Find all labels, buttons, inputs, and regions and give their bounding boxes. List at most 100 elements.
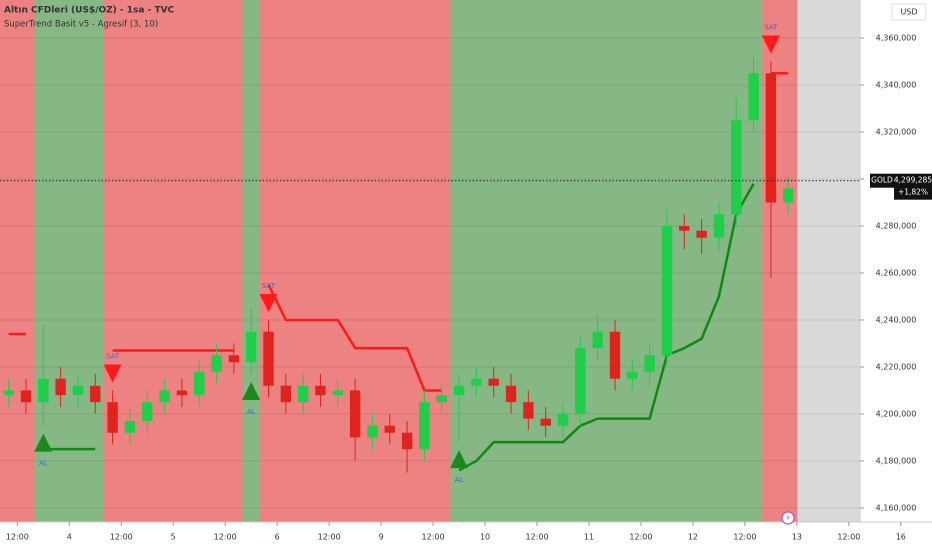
trend-zone bbox=[640, 0, 659, 522]
trend-zone bbox=[329, 0, 347, 522]
candle-body bbox=[263, 331, 274, 386]
trend-zone bbox=[173, 0, 192, 522]
sell-label: SAT bbox=[262, 282, 276, 290]
event-icon[interactable] bbox=[781, 511, 795, 525]
trend-zone bbox=[727, 0, 746, 522]
trend-zone bbox=[207, 0, 226, 522]
x-tick-label: 12:00 bbox=[422, 533, 445, 542]
buy-label: AL bbox=[39, 460, 48, 468]
supertrend-line bbox=[43, 183, 755, 472]
candle-body bbox=[228, 355, 240, 363]
x-tick-label: 4 bbox=[67, 533, 72, 542]
candle-body bbox=[159, 390, 170, 403]
buy-signal bbox=[242, 381, 261, 400]
x-tick-label: 9 bbox=[379, 533, 384, 542]
buy-signal bbox=[34, 433, 53, 452]
trend-zone bbox=[398, 0, 417, 522]
candle-body bbox=[245, 331, 257, 363]
trend-zone bbox=[190, 0, 209, 522]
y-tick-label: 4,260,000 bbox=[876, 268, 917, 277]
candle-body bbox=[644, 355, 655, 372]
y-tick-label: 4,340,000 bbox=[876, 81, 917, 90]
candle-body bbox=[471, 378, 482, 386]
trend-zone bbox=[155, 0, 174, 522]
candle-body bbox=[107, 402, 118, 433]
candle-body bbox=[142, 402, 153, 421]
x-tick-label: 12:00 bbox=[6, 533, 29, 542]
candle-body bbox=[349, 390, 361, 438]
candle-body bbox=[90, 385, 101, 403]
trend-zone bbox=[381, 0, 399, 522]
candle-body bbox=[765, 73, 777, 203]
symbol-label: GOLD bbox=[871, 176, 893, 185]
chart-title: Altın CFDleri (US$/OZ) - 1sa - TVC bbox=[4, 6, 175, 16]
chart-subtitle: SuperTrend Basit v5 - Agresif (3, 10) bbox=[4, 20, 158, 30]
supertrend-line bbox=[8, 72, 789, 392]
candle-body bbox=[696, 230, 707, 238]
event-icon-glyph: ⚡ bbox=[785, 514, 791, 523]
candle-body bbox=[575, 348, 586, 414]
x-tick-label: 12:00 bbox=[629, 533, 652, 542]
candle-body bbox=[384, 425, 395, 433]
candle-body bbox=[3, 390, 14, 396]
trend-zone bbox=[502, 0, 521, 522]
candle-body bbox=[176, 390, 188, 396]
currency-box[interactable] bbox=[891, 3, 927, 21]
candle-body bbox=[194, 371, 205, 396]
trend-zone bbox=[692, 0, 711, 522]
trend-zone bbox=[103, 0, 122, 522]
trend-zone bbox=[779, 0, 798, 522]
candle-body bbox=[436, 395, 447, 403]
sell-signal bbox=[259, 293, 278, 312]
sell-signal bbox=[761, 35, 780, 54]
time-axis bbox=[0, 522, 860, 550]
x-tick-label: 10 bbox=[480, 533, 490, 542]
y-tick-label: 4,180,000 bbox=[876, 456, 917, 465]
y-tick-label: 4,240,000 bbox=[876, 315, 917, 324]
trend-zone bbox=[363, 0, 382, 522]
trend-zone bbox=[554, 0, 573, 522]
candle-body bbox=[592, 331, 603, 349]
candle-body bbox=[609, 331, 621, 379]
candle-body bbox=[280, 385, 292, 403]
trend-zone bbox=[606, 0, 625, 522]
sell-signal bbox=[103, 364, 122, 383]
trend-zone bbox=[588, 0, 607, 522]
candle-body bbox=[540, 418, 551, 426]
x-tick-label: 12:00 bbox=[837, 533, 860, 542]
candle-body bbox=[419, 402, 430, 450]
trend-zone bbox=[467, 0, 486, 522]
candle-body bbox=[731, 120, 742, 215]
candle-body bbox=[211, 355, 222, 372]
trend-zone bbox=[277, 0, 295, 522]
candle-body bbox=[679, 225, 690, 231]
y-tick-label: 4,220,000 bbox=[876, 362, 917, 371]
trend-zone bbox=[710, 0, 729, 522]
candle-body bbox=[523, 402, 534, 419]
x-tick-label: 12:00 bbox=[525, 533, 548, 542]
candle-body bbox=[315, 385, 326, 396]
trend-zone bbox=[537, 0, 555, 522]
buy-label: AL bbox=[455, 476, 464, 484]
x-tick-label: 12:00 bbox=[318, 533, 341, 542]
candle-body bbox=[557, 413, 569, 426]
last-price-label: 4,299,285 bbox=[894, 176, 932, 185]
trend-zone bbox=[294, 0, 313, 522]
candle-body bbox=[488, 378, 499, 386]
candle-body bbox=[55, 378, 66, 396]
candle-body bbox=[748, 73, 759, 121]
sell-label: SAT bbox=[764, 24, 778, 32]
candle-body bbox=[332, 390, 344, 396]
trend-zone bbox=[225, 0, 244, 522]
currency: USD bbox=[900, 8, 917, 17]
y-tick-label: 4,280,000 bbox=[876, 221, 917, 230]
x-tick-label: 13 bbox=[792, 533, 802, 542]
trend-zone bbox=[485, 0, 503, 522]
symbol-box bbox=[870, 173, 894, 188]
candle-body bbox=[124, 420, 136, 433]
candle-body bbox=[713, 214, 725, 238]
trend-zone bbox=[433, 0, 451, 522]
trend-zone bbox=[450, 0, 469, 522]
trend-zone bbox=[675, 0, 694, 522]
trend-zone bbox=[0, 0, 18, 522]
